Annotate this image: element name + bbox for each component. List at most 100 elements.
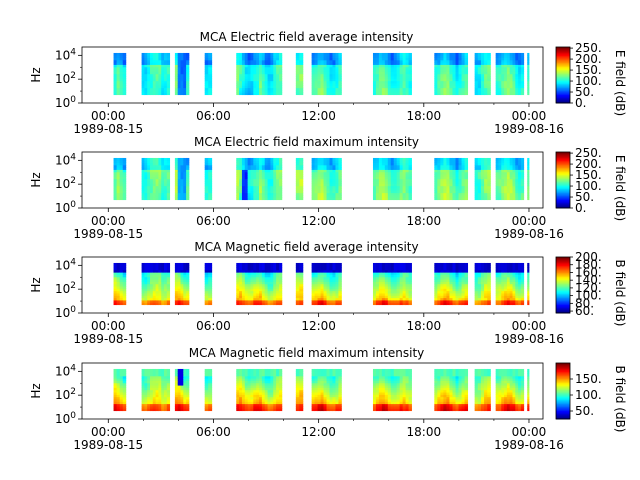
heatmap-cell	[504, 80, 508, 84]
heatmap-cell	[295, 164, 300, 168]
heatmap-cell	[180, 176, 184, 180]
heatmap-cell	[241, 272, 246, 275]
heatmap-cell	[402, 262, 407, 266]
heatmap-cell	[241, 73, 246, 77]
heatmap-cell	[270, 85, 274, 89]
heatmap-cell	[253, 73, 257, 77]
heatmap-cell	[518, 302, 522, 306]
heatmap-cell	[278, 281, 283, 285]
heatmap-cell	[164, 167, 168, 170]
heatmap-cell	[183, 92, 187, 96]
heatmap-cell	[464, 286, 469, 289]
heatmap-cell	[326, 274, 330, 278]
colorbar-swatch	[556, 196, 570, 199]
heatmap-cell	[378, 80, 383, 84]
heatmap-cell	[480, 283, 485, 287]
heatmap-cell	[164, 178, 168, 182]
heatmap-cell	[122, 300, 127, 303]
heatmap-cell	[208, 265, 213, 268]
heatmap-cell	[434, 85, 438, 89]
heatmap-cell	[166, 87, 171, 91]
heatmap-cell	[443, 176, 447, 180]
heatmap-cell	[399, 267, 404, 271]
heatmap-cell	[122, 174, 127, 177]
heatmap-cell	[501, 73, 505, 77]
heatmap-cell	[295, 87, 300, 91]
heatmap-cell	[504, 281, 508, 285]
heatmap-cell	[455, 64, 459, 68]
heatmap-cell	[119, 262, 124, 266]
heatmap-cell	[208, 176, 213, 180]
heatmap-cell	[515, 52, 519, 56]
heatmap-cell	[501, 64, 505, 68]
heatmap-cell	[520, 195, 525, 198]
heatmap-cell	[186, 176, 190, 180]
heatmap-cell	[256, 190, 260, 194]
heatmap-cell	[208, 178, 213, 182]
heatmap-cell	[387, 262, 392, 266]
heatmap-cell	[402, 176, 407, 180]
heatmap-cell	[329, 297, 333, 301]
heatmap-cell	[437, 267, 441, 271]
heatmap-cell	[323, 55, 327, 58]
heatmap-cell	[335, 274, 339, 278]
heatmap-cell	[326, 80, 330, 84]
heatmap-cell	[518, 197, 522, 201]
heatmap-cell	[504, 85, 508, 89]
heatmap-cell	[270, 265, 274, 268]
heatmap-cell	[122, 286, 127, 289]
heatmap-cell	[144, 83, 148, 86]
heatmap-cell	[239, 66, 243, 70]
heatmap-cell	[375, 188, 380, 191]
heatmap-cell	[458, 293, 462, 296]
heatmap-cell	[158, 76, 162, 79]
heatmap-cell	[509, 195, 513, 198]
heatmap-cell	[434, 300, 438, 303]
heatmap-cell	[477, 164, 482, 168]
heatmap-cell	[512, 300, 516, 303]
heatmap-cell	[141, 80, 145, 84]
heatmap-cell	[458, 272, 462, 275]
heatmap-cell	[449, 169, 453, 173]
heatmap-cell	[405, 295, 409, 299]
heatmap-cell	[449, 283, 453, 287]
heatmap-cell	[253, 262, 257, 266]
heatmap-cell	[335, 83, 339, 86]
heatmap-cell	[273, 66, 277, 70]
heatmap-cell	[474, 300, 479, 303]
heatmap-cell	[236, 192, 240, 196]
heatmap-cell	[259, 92, 263, 96]
heatmap-cell	[378, 169, 383, 173]
heatmap-cell	[408, 276, 412, 280]
heatmap-cell	[323, 188, 327, 191]
heatmap-cell	[241, 78, 246, 82]
heatmap-cell	[518, 171, 522, 175]
heatmap-cell	[509, 62, 513, 65]
heatmap-cell	[452, 73, 456, 77]
heatmap-cell	[338, 160, 342, 163]
heatmap-cell	[437, 269, 441, 273]
heatmap-cell	[161, 283, 165, 287]
heatmap-cell	[155, 276, 159, 280]
heatmap-cell	[408, 281, 412, 285]
heatmap-cell	[253, 87, 257, 91]
heatmap-cell	[147, 190, 151, 194]
heatmap-cell	[270, 83, 274, 86]
heatmap-cell	[399, 197, 404, 201]
heatmap-cell	[147, 71, 151, 75]
heatmap-cell	[477, 279, 482, 282]
heatmap-cell	[477, 69, 482, 72]
heatmap-cell	[141, 171, 145, 175]
heatmap-cell	[387, 276, 392, 280]
heatmap-cell	[314, 192, 318, 196]
heatmap-cell	[180, 185, 184, 189]
heatmap-cell	[464, 66, 469, 70]
heatmap-cell	[236, 295, 240, 299]
heatmap-cell	[264, 272, 268, 275]
heatmap-cell	[512, 293, 516, 296]
heatmap-cell	[270, 274, 274, 278]
heatmap-cell	[267, 73, 271, 77]
heatmap-cell	[158, 73, 162, 77]
heatmap-cell	[186, 269, 190, 273]
heatmap-cell	[396, 64, 401, 68]
